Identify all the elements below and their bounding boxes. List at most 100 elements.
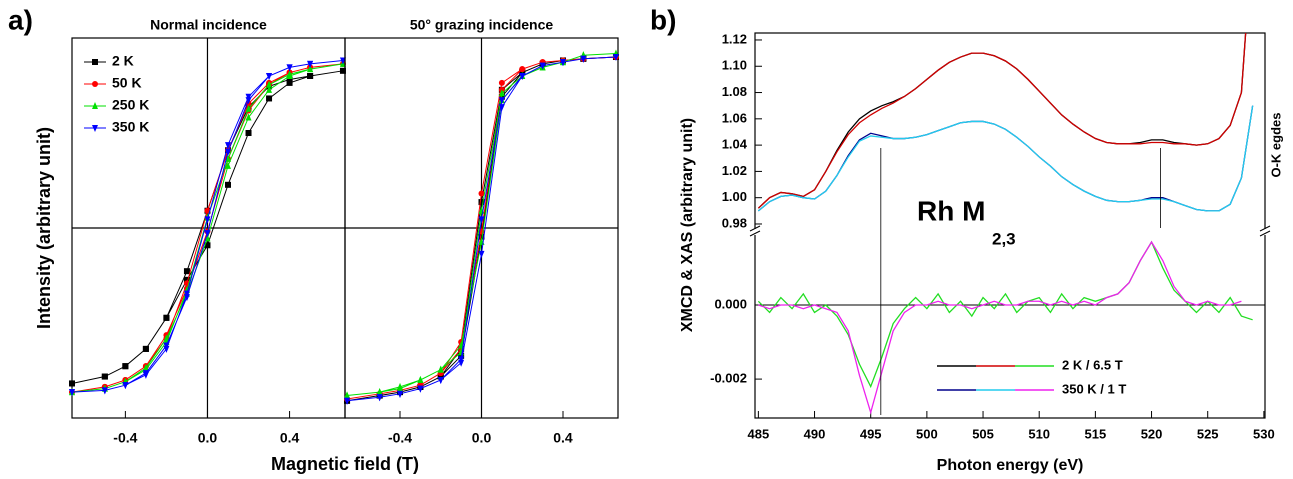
- x-tick-label: 520: [1141, 426, 1163, 441]
- panel-label: a): [8, 4, 33, 35]
- marker: [397, 382, 404, 390]
- marker: [539, 62, 546, 70]
- marker: [307, 73, 314, 79]
- x-tick-label: 525: [1197, 426, 1219, 441]
- marker: [122, 382, 129, 390]
- x-tick-label: 485: [748, 426, 770, 441]
- x-axis-label: Magnetic field (T): [271, 454, 419, 474]
- marker: [225, 142, 231, 150]
- marker: [344, 391, 351, 399]
- marker: [376, 388, 383, 396]
- marker: [478, 190, 485, 197]
- marker: [478, 216, 485, 224]
- x-tick-label: 0.0: [472, 430, 492, 446]
- axis-break: [749, 225, 761, 232]
- x-tick-label: 530: [1253, 426, 1275, 441]
- axis-break: [1259, 225, 1271, 232]
- marker: [245, 104, 252, 112]
- marker: [339, 67, 346, 74]
- marker: [245, 113, 252, 121]
- x-tick-label: 505: [972, 426, 994, 441]
- marker: [612, 54, 619, 61]
- plot-frame: [754, 32, 1266, 419]
- x-tick-label: 0.0: [198, 430, 218, 446]
- marker: [498, 79, 505, 86]
- marker: [183, 268, 190, 275]
- marker: [266, 73, 273, 80]
- marker: [204, 230, 211, 238]
- y-tick-label: 1.04: [722, 137, 748, 152]
- y-tick-label: 1.08: [722, 84, 747, 99]
- legend-label: 2 K: [112, 53, 134, 69]
- marker: [245, 130, 252, 136]
- marker: [225, 154, 231, 162]
- x-tick-label: 0.4: [280, 430, 300, 446]
- y2-tick-label: -0.002: [710, 371, 747, 386]
- marker: [580, 55, 587, 63]
- legend-label: 350 K: [112, 119, 149, 135]
- marker: [437, 365, 444, 373]
- marker: [307, 60, 314, 68]
- legend-label: 350 K / 1 T: [1062, 381, 1126, 396]
- marker: [122, 363, 129, 370]
- marker: [397, 390, 404, 398]
- x-tick-label: -0.4: [388, 430, 412, 446]
- marker: [266, 85, 273, 93]
- marker: [142, 345, 149, 352]
- marker: [204, 216, 211, 224]
- marker: [69, 380, 75, 387]
- y-tick-label: 0.98: [722, 215, 747, 230]
- marker: [204, 242, 211, 249]
- x-tick-label: 0.4: [553, 430, 573, 446]
- legend-label: 50 K: [112, 75, 142, 91]
- marker: [417, 376, 424, 383]
- marker: [417, 385, 424, 393]
- marker: [376, 394, 383, 402]
- marker: [183, 276, 190, 283]
- y2-tick-label: 0.000: [714, 296, 747, 311]
- upper-plot: [757, 33, 1254, 212]
- marker: [286, 64, 293, 72]
- y-tick-label: 1.10: [722, 58, 747, 73]
- x-tick-label: 490: [804, 426, 826, 441]
- marker: [163, 345, 170, 353]
- legend-marker: [92, 102, 98, 109]
- marker: [478, 199, 485, 206]
- x-axis-label: Photon energy (eV): [937, 457, 1084, 474]
- axis-break-gap: [752, 229, 758, 235]
- marker: [498, 89, 505, 97]
- marker: [498, 97, 505, 105]
- subplot-title: 50° grazing incidence: [410, 17, 554, 33]
- axis-break: [749, 230, 761, 237]
- marker: [519, 66, 526, 73]
- marker: [458, 356, 465, 364]
- annotation-subscript: 2,3: [992, 229, 1016, 248]
- legend-marker: [92, 125, 98, 132]
- marker: [437, 377, 444, 384]
- x-tick-label: 515: [1085, 426, 1107, 441]
- annotation: Rh M: [917, 195, 985, 226]
- marker: [266, 80, 273, 88]
- marker: [286, 70, 293, 78]
- legend-label: 250 K: [112, 97, 149, 113]
- y-tick-label: 1.06: [722, 110, 747, 125]
- marker: [478, 233, 485, 240]
- edge-label: O-K egdes: [1268, 112, 1283, 177]
- marker: [286, 76, 293, 83]
- marker: [69, 389, 75, 397]
- legend-label: 2 K / 6.5 T: [1062, 357, 1123, 372]
- marker: [101, 387, 108, 395]
- marker: [498, 104, 505, 112]
- series-line: [757, 105, 1254, 212]
- series-line: [757, 33, 1247, 209]
- series-line: [757, 240, 1253, 389]
- axis-break-gap: [1262, 229, 1268, 235]
- marker: [266, 95, 273, 102]
- marker: [478, 250, 485, 258]
- marker: [225, 181, 231, 188]
- marker: [519, 73, 526, 80]
- marker: [437, 373, 444, 380]
- panel-label: b): [650, 4, 676, 35]
- x-tick-label: 500: [916, 426, 938, 441]
